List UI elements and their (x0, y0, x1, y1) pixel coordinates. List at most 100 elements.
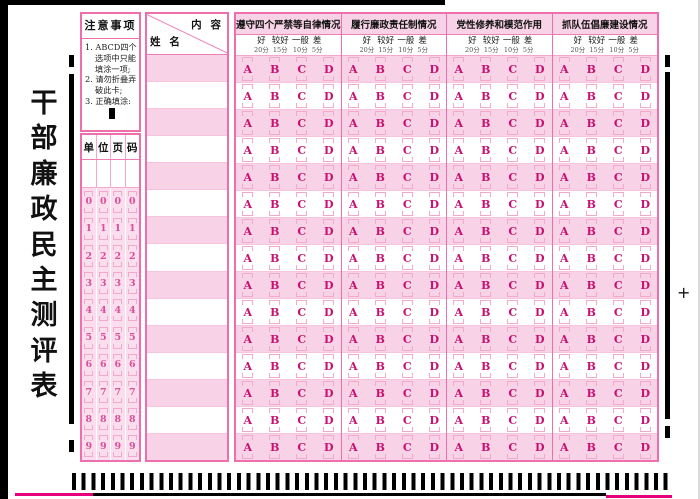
option-bubble-b[interactable]: B (374, 84, 387, 108)
option-bubble-c[interactable]: C (612, 354, 625, 378)
option-bubble-b[interactable]: B (585, 435, 598, 459)
option-bubble-a[interactable]: A (558, 408, 571, 432)
digit-bubble-1[interactable]: 1 (112, 217, 123, 240)
option-bubble-a[interactable]: A (452, 192, 465, 216)
option-bubble-b[interactable]: B (268, 84, 281, 108)
option-bubble-b[interactable]: B (479, 111, 492, 135)
name-cell[interactable] (147, 81, 227, 108)
option-bubble-d[interactable]: D (639, 138, 652, 162)
option-bubble-c[interactable]: C (612, 111, 625, 135)
option-bubble-d[interactable]: D (533, 138, 546, 162)
digit-bubble-7[interactable]: 7 (98, 381, 109, 404)
option-bubble-b[interactable]: B (268, 435, 281, 459)
option-bubble-c[interactable]: C (401, 246, 414, 270)
option-bubble-d[interactable]: D (639, 192, 652, 216)
option-bubble-a[interactable]: A (347, 435, 360, 459)
option-bubble-b[interactable]: B (268, 300, 281, 324)
digit-bubble-2[interactable]: 2 (127, 245, 138, 267)
option-bubble-d[interactable]: D (428, 246, 441, 270)
digit-bubble-6[interactable]: 6 (127, 353, 138, 376)
option-bubble-b[interactable]: B (374, 354, 387, 378)
option-bubble-b[interactable]: B (585, 138, 598, 162)
option-bubble-c[interactable]: C (506, 57, 519, 81)
unit-blank-cell[interactable] (124, 160, 140, 187)
option-bubble-b[interactable]: B (374, 192, 387, 216)
option-bubble-c[interactable]: C (295, 300, 308, 324)
name-cell[interactable] (147, 162, 227, 190)
option-bubble-c[interactable]: C (506, 435, 519, 459)
option-bubble-a[interactable]: A (347, 273, 360, 297)
option-bubble-d[interactable]: D (428, 327, 441, 351)
option-bubble-b[interactable]: B (479, 300, 492, 324)
option-bubble-a[interactable]: A (452, 435, 465, 459)
option-bubble-d[interactable]: D (533, 354, 546, 378)
option-bubble-a[interactable]: A (452, 327, 465, 351)
option-bubble-d[interactable]: D (322, 435, 335, 459)
digit-bubble-1[interactable]: 1 (83, 217, 94, 240)
option-bubble-b[interactable]: B (374, 165, 387, 189)
digit-bubble-3[interactable]: 3 (112, 272, 123, 295)
option-bubble-a[interactable]: A (347, 327, 360, 351)
option-bubble-b[interactable]: B (268, 165, 281, 189)
option-bubble-d[interactable]: D (639, 273, 652, 297)
option-bubble-d[interactable]: D (533, 327, 546, 351)
option-bubble-d[interactable]: D (639, 381, 652, 405)
option-bubble-c[interactable]: C (612, 435, 625, 459)
option-bubble-c[interactable]: C (295, 192, 308, 216)
option-bubble-b[interactable]: B (479, 327, 492, 351)
name-cell[interactable] (147, 432, 227, 460)
option-bubble-d[interactable]: D (639, 165, 652, 189)
option-bubble-d[interactable]: D (322, 354, 335, 378)
option-bubble-c[interactable]: C (295, 138, 308, 162)
option-bubble-b[interactable]: B (585, 381, 598, 405)
option-bubble-a[interactable]: A (452, 84, 465, 108)
option-bubble-d[interactable]: D (639, 300, 652, 324)
option-bubble-b[interactable]: B (479, 84, 492, 108)
option-bubble-a[interactable]: A (241, 111, 254, 135)
option-bubble-d[interactable]: D (428, 381, 441, 405)
option-bubble-d[interactable]: D (639, 354, 652, 378)
digit-bubble-4[interactable]: 4 (83, 299, 94, 322)
option-bubble-b[interactable]: B (479, 408, 492, 432)
option-bubble-d[interactable]: D (322, 165, 335, 189)
digit-bubble-7[interactable]: 7 (112, 381, 123, 404)
option-bubble-d[interactable]: D (322, 273, 335, 297)
option-bubble-b[interactable]: B (268, 111, 281, 135)
name-cell[interactable] (147, 135, 227, 162)
option-bubble-c[interactable]: C (295, 327, 308, 351)
option-bubble-d[interactable]: D (639, 84, 652, 108)
option-bubble-b[interactable]: B (479, 138, 492, 162)
digit-bubble-4[interactable]: 4 (112, 299, 123, 322)
name-cell[interactable] (147, 378, 227, 406)
option-bubble-c[interactable]: C (295, 165, 308, 189)
option-bubble-d[interactable]: D (428, 111, 441, 135)
option-bubble-d[interactable]: D (322, 381, 335, 405)
name-cell[interactable] (147, 324, 227, 352)
option-bubble-c[interactable]: C (612, 165, 625, 189)
option-bubble-a[interactable]: A (241, 435, 254, 459)
option-bubble-a[interactable]: A (558, 327, 571, 351)
digit-bubble-5[interactable]: 5 (83, 326, 94, 349)
option-bubble-a[interactable]: A (241, 138, 254, 162)
option-bubble-a[interactable]: A (452, 354, 465, 378)
option-bubble-c[interactable]: C (401, 138, 414, 162)
name-cell[interactable] (147, 189, 227, 216)
option-bubble-a[interactable]: A (241, 165, 254, 189)
option-bubble-a[interactable]: A (241, 84, 254, 108)
option-bubble-c[interactable]: C (612, 381, 625, 405)
option-bubble-b[interactable]: B (479, 246, 492, 270)
option-bubble-b[interactable]: B (479, 435, 492, 459)
option-bubble-a[interactable]: A (452, 57, 465, 81)
option-bubble-d[interactable]: D (428, 192, 441, 216)
option-bubble-d[interactable]: D (533, 84, 546, 108)
name-cell[interactable] (147, 405, 227, 433)
unit-blank-cell[interactable] (95, 160, 111, 187)
option-bubble-c[interactable]: C (506, 192, 519, 216)
option-bubble-d[interactable]: D (322, 138, 335, 162)
option-bubble-b[interactable]: B (374, 327, 387, 351)
name-cell[interactable] (147, 243, 227, 270)
option-bubble-a[interactable]: A (347, 138, 360, 162)
option-bubble-c[interactable]: C (506, 300, 519, 324)
option-bubble-d[interactable]: D (639, 219, 652, 243)
option-bubble-a[interactable]: A (347, 381, 360, 405)
